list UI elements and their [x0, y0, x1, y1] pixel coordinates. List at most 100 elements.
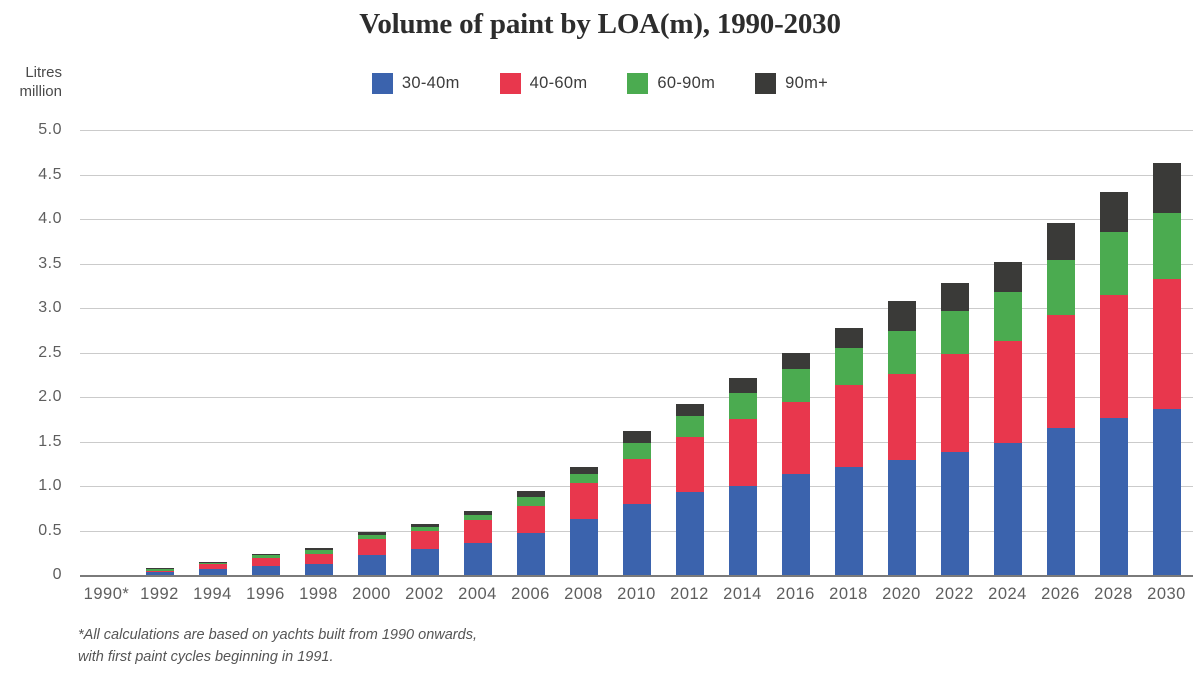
bar-2024	[981, 130, 1034, 575]
gridline	[80, 397, 1193, 398]
bar-segment-60-90m	[251, 555, 280, 559]
footnote-line2: with first paint cycles beginning in 199…	[78, 649, 334, 666]
y-tick-label: 4.0	[38, 210, 62, 227]
legend-label: 90m+	[785, 74, 829, 92]
gridline	[80, 130, 1193, 131]
bar-segment-60-90m	[304, 550, 333, 554]
bar-segment-30-40m	[410, 549, 439, 575]
y-axis-unit-line1: Litres	[25, 64, 62, 81]
x-tick-label: 2008	[564, 585, 603, 603]
bar-segment-30-40m	[1046, 428, 1075, 575]
bar-segment-60-90m	[463, 514, 492, 520]
x-tick-label: 2018	[829, 585, 868, 603]
bar-segment-90m+	[887, 300, 916, 332]
bar-segment-30-40m	[622, 503, 651, 575]
x-tick-label: 1996	[246, 585, 285, 603]
bar-segment-30-40m	[251, 566, 280, 575]
bar-2018	[822, 130, 875, 575]
bar-segment-30-40m	[781, 474, 810, 575]
bar-2010	[610, 130, 663, 575]
bar-1998	[292, 130, 345, 575]
gridline	[80, 174, 1193, 176]
y-tick-label: 0	[52, 566, 62, 583]
y-tick-label: 2.5	[38, 343, 62, 361]
bar-segment-40-60m	[516, 505, 545, 534]
y-tick-label: 3.5	[38, 254, 62, 272]
x-tick-label: 2016	[776, 585, 815, 603]
bar-segment-90m+	[357, 532, 386, 535]
bar-segment-60-90m	[1152, 212, 1181, 279]
legend-item-40-60m: 40-60m	[499, 73, 588, 94]
bar-segment-60-90m	[781, 368, 810, 403]
bar-segment-30-40m	[516, 533, 545, 575]
bar-2016	[769, 130, 822, 575]
x-tick-label: 2006	[511, 585, 550, 603]
footnote: *All calculations are based on yachts bu…	[78, 624, 477, 669]
bar-2026	[1034, 130, 1087, 575]
x-tick-label: 1998	[299, 585, 338, 603]
bar-segment-90m+	[251, 553, 280, 556]
bar-segment-90m+	[781, 353, 810, 369]
y-axis-unit-label: Litres million	[0, 64, 62, 102]
bar-segment-60-90m	[569, 474, 598, 484]
bar-2000	[345, 130, 398, 575]
y-tick-label: 3.0	[38, 299, 62, 316]
legend-swatch-icon	[627, 73, 649, 94]
bar-segment-40-60m	[781, 402, 810, 475]
bar-segment-40-60m	[198, 564, 227, 569]
bar-segment-40-60m	[622, 459, 651, 504]
y-tick-label: 1.0	[38, 477, 62, 494]
bar-segment-60-90m	[728, 393, 757, 420]
bar-segment-40-60m	[1046, 315, 1075, 429]
x-tick-label: 2022	[935, 585, 974, 603]
bar-segment-30-40m	[1099, 418, 1128, 575]
bar-segment-60-90m	[145, 568, 174, 571]
bar-segment-40-60m	[463, 519, 492, 543]
bar-segment-40-60m	[410, 531, 439, 550]
bar-segment-90m+	[728, 378, 757, 394]
x-tick-label: 2014	[723, 585, 762, 603]
bar-segment-30-40m	[1152, 408, 1181, 575]
legend-swatch-icon	[371, 73, 393, 94]
bar-segment-60-90m	[940, 310, 969, 355]
bar-segment-90m+	[569, 467, 598, 475]
legend-item-60-90m: 60-90m	[627, 73, 715, 94]
bar-2030	[1140, 130, 1193, 575]
x-tick-label: 2020	[882, 585, 921, 603]
x-tick-label: 2024	[988, 585, 1027, 603]
y-tick-label: 5.0	[38, 121, 62, 138]
legend-label: 40-60m	[529, 74, 588, 92]
bar-2006	[504, 130, 557, 575]
footnote-line1: *All calculations are based on yachts bu…	[78, 627, 477, 643]
bar-segment-40-60m	[1099, 294, 1128, 419]
bar-segment-40-60m	[1152, 278, 1181, 409]
x-axis-labels: 1990* 1992 1994 1996 1998 2000 2002 2004 2006 200…	[80, 585, 1193, 604]
chart-title: Volume of paint by LOA(m), 1990-2030	[359, 8, 841, 40]
gridline	[80, 352, 1193, 354]
legend-label: 30-40m	[401, 74, 460, 92]
bar-2022	[928, 130, 981, 575]
x-tick-label: 1990*	[83, 585, 130, 603]
bar-segment-90m+	[145, 567, 174, 569]
bar-segment-60-90m	[198, 562, 227, 565]
bar-segment-40-60m	[834, 385, 863, 468]
x-tick-label: 2010	[617, 585, 656, 603]
gridline	[80, 219, 1193, 220]
gridline	[80, 308, 1193, 309]
bars-container	[80, 130, 1193, 575]
bar-1992	[133, 130, 186, 575]
bar-2028	[1087, 130, 1140, 575]
bar-segment-90m+	[622, 430, 651, 444]
bar-2020	[875, 130, 928, 575]
bar-segment-60-90m	[1099, 232, 1128, 295]
bar-2004	[451, 130, 504, 575]
legend-item-30-40m: 30-40m	[371, 73, 460, 94]
bar-segment-40-60m	[251, 558, 280, 567]
x-tick-label: 2012	[670, 585, 709, 603]
bar-segment-90m+	[1046, 222, 1075, 260]
bar-1994	[186, 130, 239, 575]
bar-segment-30-40m	[728, 486, 757, 575]
legend-item-90m+: 90m+	[755, 73, 828, 94]
x-tick-label: 2000	[352, 585, 391, 603]
bar-1996	[239, 130, 292, 575]
